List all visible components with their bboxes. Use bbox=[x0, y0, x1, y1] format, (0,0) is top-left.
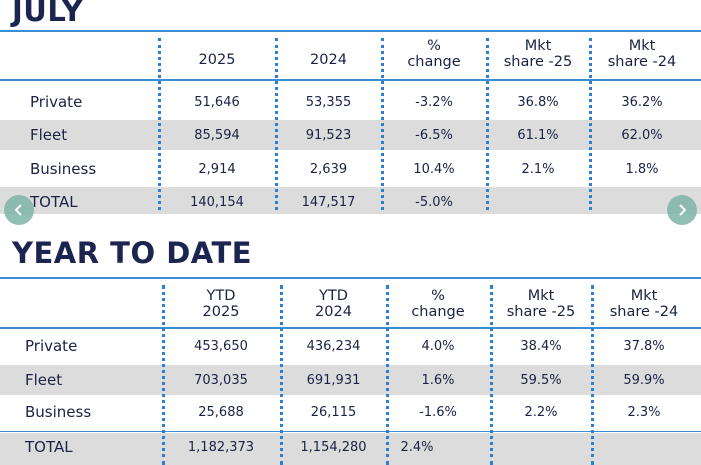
july-cell: 140,154 bbox=[190, 195, 244, 210]
ytd-cell: 37.8% bbox=[623, 339, 665, 354]
july-cell: 2.1% bbox=[521, 162, 555, 177]
july-header: % change bbox=[407, 38, 461, 70]
ytd-row-label: TOTAL bbox=[25, 438, 73, 456]
ytd-col-divider bbox=[490, 285, 493, 465]
ytd-row-label: Business bbox=[25, 403, 92, 421]
ytd-header: % change bbox=[411, 288, 465, 320]
july-cell: 53,355 bbox=[305, 95, 352, 110]
july-cell: -3.2% bbox=[415, 95, 453, 110]
ytd-cell: 436,234 bbox=[306, 339, 361, 354]
july-header-rule bbox=[0, 79, 701, 81]
july-cell: 85,594 bbox=[194, 128, 240, 143]
ytd-cell: 1,182,373 bbox=[187, 440, 255, 455]
ytd-cell: 2.4% bbox=[400, 440, 434, 455]
ytd-cell: -1.6% bbox=[419, 405, 457, 420]
ytd-header: YTD 2025 bbox=[202, 288, 240, 320]
july-col-divider bbox=[158, 38, 161, 210]
july-header: Mkt share -24 bbox=[607, 38, 677, 70]
ytd-header: Mkt share -24 bbox=[609, 288, 679, 320]
july-col-divider bbox=[589, 38, 592, 210]
july-header: 2024 bbox=[310, 52, 347, 68]
july-row-label: Business bbox=[30, 160, 97, 178]
ytd-cell: 59.9% bbox=[623, 373, 665, 388]
ytd-col-divider bbox=[162, 285, 165, 465]
chevron-left-icon bbox=[14, 204, 22, 216]
ytd-cell: 2.2% bbox=[524, 405, 558, 420]
chevron-right-icon bbox=[679, 204, 687, 216]
july-cell: 2,914 bbox=[198, 162, 236, 177]
ytd-fleet-shade bbox=[0, 365, 701, 395]
july-header: Mkt share -25 bbox=[503, 38, 573, 70]
ytd-cell: 25,688 bbox=[198, 405, 244, 420]
ytd-col-divider bbox=[591, 285, 594, 465]
ytd-cell: 691,931 bbox=[306, 373, 361, 388]
ytd-col-divider bbox=[280, 285, 283, 465]
july-col-divider bbox=[275, 38, 278, 210]
july-cell: 91,523 bbox=[305, 128, 352, 143]
ytd-cell: 2.3% bbox=[627, 405, 661, 420]
ytd-cell: 59.5% bbox=[520, 373, 562, 388]
ytd-total-shade bbox=[0, 433, 701, 465]
ytd-cell: 4.0% bbox=[421, 339, 455, 354]
ytd-row-label: Fleet bbox=[25, 371, 63, 389]
ytd-cell: 453,650 bbox=[194, 339, 248, 354]
july-fleet-shade bbox=[0, 120, 701, 150]
ytd-row-label: Private bbox=[25, 337, 78, 355]
july-header: 2025 bbox=[198, 52, 236, 68]
ytd-header: Mkt share -25 bbox=[506, 288, 576, 320]
july-cell: 36.2% bbox=[621, 95, 663, 110]
july-cell: -5.0% bbox=[415, 195, 453, 210]
ytd-cell: 1,154,280 bbox=[300, 440, 367, 455]
july-title: JULY bbox=[12, 0, 84, 28]
july-cell: 147,517 bbox=[301, 195, 356, 210]
july-cell: 61.1% bbox=[517, 128, 559, 143]
ytd-title: YEAR TO DATE bbox=[12, 236, 253, 270]
july-col-divider bbox=[381, 38, 384, 210]
july-col-divider bbox=[486, 38, 489, 210]
ytd-col-divider bbox=[386, 285, 389, 465]
ytd-top-rule bbox=[0, 277, 701, 279]
july-row-label: TOTAL bbox=[30, 193, 78, 211]
next-slide-button[interactable] bbox=[667, 195, 697, 225]
july-cell: 51,646 bbox=[194, 95, 240, 110]
july-cell: 10.4% bbox=[413, 162, 455, 177]
july-top-rule bbox=[0, 30, 701, 32]
prev-slide-button[interactable] bbox=[4, 195, 34, 225]
july-row-label: Fleet bbox=[30, 126, 68, 144]
ytd-header: YTD 2024 bbox=[315, 288, 352, 320]
july-total-shade bbox=[0, 187, 701, 214]
july-cell: -6.5% bbox=[415, 128, 453, 143]
july-cell: 36.8% bbox=[517, 95, 559, 110]
july-cell: 2,639 bbox=[309, 162, 348, 177]
july-cell: 62.0% bbox=[621, 128, 663, 143]
ytd-total-rule bbox=[0, 431, 701, 432]
july-row-label: Private bbox=[30, 93, 83, 111]
ytd-cell: 38.4% bbox=[520, 339, 562, 354]
ytd-cell: 26,115 bbox=[310, 405, 357, 420]
ytd-cell: 1.6% bbox=[421, 373, 455, 388]
july-cell: 1.8% bbox=[625, 162, 659, 177]
ytd-header-rule bbox=[0, 327, 701, 329]
ytd-cell: 703,035 bbox=[194, 373, 248, 388]
